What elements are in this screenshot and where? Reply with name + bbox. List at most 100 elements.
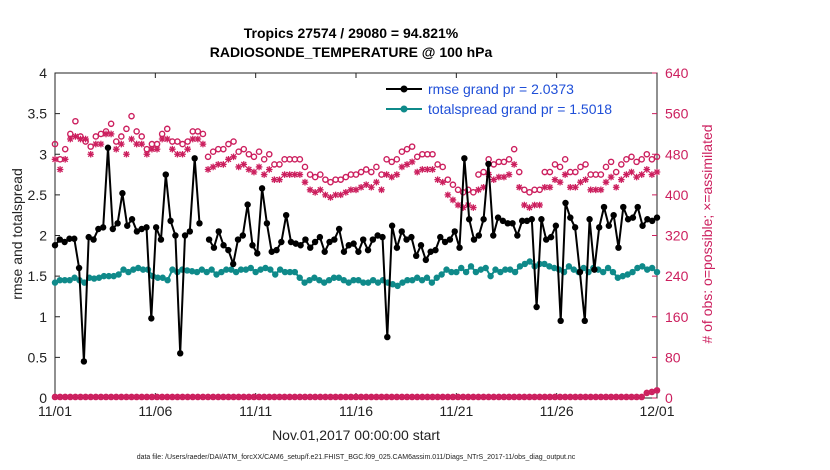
assimilated-obs-low-marker: [582, 393, 589, 400]
possible-obs-marker: [337, 176, 344, 183]
totalspread-marker: [164, 276, 171, 284]
assimilated-obs-low-marker: [322, 393, 329, 400]
possible-obs-marker: [296, 156, 304, 163]
possible-obs-marker: [327, 178, 334, 186]
assimilated-obs-low-marker: [327, 393, 334, 400]
possible-obs-marker: [582, 161, 589, 168]
assimilated-obs-marker: [628, 168, 635, 176]
rmse-marker: [586, 216, 593, 223]
totalspread-marker: [546, 263, 553, 270]
assimilated-obs-low-marker: [266, 393, 273, 400]
possible-obs-marker: [556, 163, 564, 171]
totalspread-marker: [340, 276, 347, 284]
assimilated-obs-low-marker: [475, 393, 482, 400]
assimilated-obs-marker: [107, 130, 115, 138]
rmse-marker: [538, 216, 545, 223]
assimilated-obs-marker: [128, 135, 135, 143]
rmse-marker: [85, 233, 92, 241]
possible-obs-marker: [444, 176, 452, 183]
assimilated-obs-marker: [587, 186, 594, 194]
assimilated-obs-marker: [454, 201, 462, 209]
assimilated-obs-marker: [291, 171, 299, 178]
assimilated-obs-low-marker: [154, 393, 161, 400]
assimilated-obs-marker: [322, 191, 329, 199]
assimilated-obs-low-marker: [291, 393, 298, 400]
totalspread-marker: [629, 268, 636, 276]
rmse-marker: [437, 233, 444, 241]
totalspread-marker: [350, 276, 357, 284]
assimilated-obs-marker: [56, 166, 64, 173]
rmse-marker: [465, 216, 473, 223]
possible-obs-marker: [393, 156, 401, 163]
assimilated-obs-marker: [311, 189, 319, 196]
rmse-marker: [114, 220, 121, 227]
possible-obs-marker: [628, 153, 635, 161]
assimilated-obs-low-marker: [521, 393, 528, 400]
possible-obs-marker: [342, 173, 350, 181]
totalspread-marker: [413, 274, 421, 281]
totalspread-marker: [169, 266, 176, 273]
assimilated-obs-marker: [163, 135, 171, 143]
possible-obs-marker: [638, 156, 645, 163]
totalspread-marker: [624, 271, 631, 278]
possible-obs-marker: [526, 189, 533, 196]
rmse-marker: [499, 217, 507, 225]
possible-obs-marker: [311, 173, 319, 181]
assimilated-obs-low-marker: [500, 393, 507, 400]
y-left-tick-label: 1.5: [28, 268, 48, 284]
assimilated-obs-low-marker: [648, 388, 655, 395]
rmse-marker: [393, 244, 401, 251]
assimilated-obs-marker: [214, 161, 222, 168]
assimilated-obs-low-marker: [276, 393, 283, 400]
possible-obs-marker: [505, 156, 513, 163]
assimilated-obs-marker: [61, 156, 69, 163]
rmse-marker: [485, 160, 492, 168]
y-left-tick-label: 4: [39, 65, 47, 81]
rmse-marker: [567, 214, 574, 221]
assimilated-obs-marker: [470, 204, 477, 211]
totalspread-marker: [477, 266, 485, 273]
rmse-marker: [273, 246, 280, 254]
rmse-marker: [51, 242, 59, 249]
possible-obs-marker: [373, 163, 380, 171]
totalspread-marker: [267, 266, 274, 273]
legend-rmse-label: rmse grand pr = 2.0373: [428, 81, 574, 97]
totalspread-marker: [609, 268, 617, 276]
possible-obs-marker: [408, 143, 416, 150]
assimilated-obs-low-marker: [531, 393, 538, 400]
assimilated-obs-marker: [276, 176, 283, 183]
rmse-marker: [321, 248, 328, 255]
rmse-marker: [128, 216, 136, 223]
totalspread-marker: [497, 268, 504, 276]
rmse-marker: [653, 214, 661, 221]
assimilated-obs-marker: [332, 191, 339, 199]
assimilated-obs-marker: [378, 186, 385, 194]
possible-obs-marker: [306, 171, 314, 178]
assimilated-obs-marker: [648, 171, 656, 178]
totalspread-marker: [526, 258, 533, 265]
assimilated-obs-low-marker: [57, 393, 64, 400]
rmse-marker: [528, 216, 535, 223]
assimilated-obs-low-marker: [378, 393, 385, 400]
assimilated-obs-marker: [638, 171, 645, 178]
y-right-tick-label: 640: [665, 65, 689, 81]
assimilated-obs-low-marker: [495, 393, 502, 400]
rmse-marker: [162, 171, 169, 178]
assimilated-obs-low-marker: [77, 393, 84, 400]
assimilated-obs-low-marker: [562, 393, 569, 400]
possible-obs-marker: [87, 143, 95, 150]
assimilated-obs-marker: [102, 130, 110, 138]
assimilated-obs-low-marker: [368, 393, 375, 400]
rmse-marker: [533, 303, 540, 311]
totalspread-marker: [399, 279, 406, 286]
assimilated-obs-marker: [82, 135, 89, 143]
possible-obs-marker: [174, 138, 181, 145]
possible-obs-marker: [128, 112, 135, 120]
totalspread-marker: [599, 268, 607, 276]
possible-obs-marker: [434, 161, 441, 168]
assimilated-obs-low-marker: [628, 393, 635, 400]
assimilated-obs-low-marker: [388, 393, 395, 400]
possible-obs-marker: [199, 130, 207, 138]
assimilated-obs-low-marker: [449, 393, 456, 400]
possible-obs-marker: [184, 138, 191, 145]
